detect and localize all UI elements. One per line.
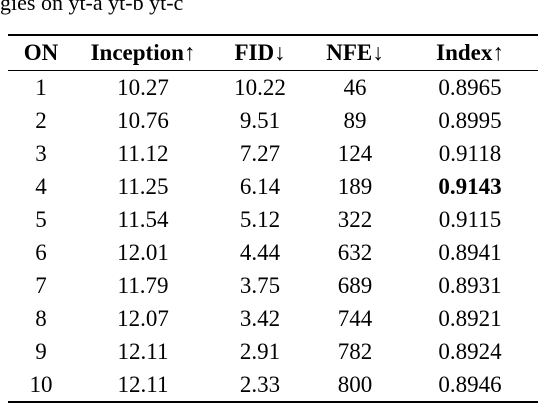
cell-inception: 12.11 <box>117 371 169 397</box>
cell-fid: 2.33 <box>239 371 281 397</box>
cell-index: 0.8965 <box>438 74 502 100</box>
table-row: 9 12.11 2.91 782 0.8924 <box>8 335 538 368</box>
cell-fid: 4.44 <box>239 239 281 265</box>
cell-nfe: 124 <box>337 140 373 166</box>
cell-nfe: 689 <box>337 272 373 298</box>
cell-fid: 5.12 <box>239 206 281 232</box>
cell-on: 7 <box>35 272 47 298</box>
cell-inception: 11.54 <box>117 206 169 232</box>
cell-inception: 11.79 <box>117 272 169 298</box>
header-fid: FID↓ <box>234 40 286 65</box>
table-row: 10 12.11 2.33 800 0.8946 <box>8 368 538 402</box>
cell-fid: 2.91 <box>239 338 281 364</box>
cell-index: 0.9115 <box>438 206 502 232</box>
results-table: ON Inception↑ FID↓ NFE↓ Index↑ 1 10.27 1… <box>8 34 538 403</box>
caption-fragment: gies on yt-a yt-b yt-c <box>0 0 184 15</box>
table-body: 1 10.27 10.22 46 0.8965 2 10.76 9.51 89 … <box>8 71 538 402</box>
cell-index: 0.8995 <box>438 107 502 133</box>
table-row: 5 11.54 5.12 322 0.9115 <box>8 203 538 236</box>
cell-on: 5 <box>35 206 47 232</box>
cell-fid: 7.27 <box>239 140 281 166</box>
cell-inception: 12.11 <box>117 338 169 364</box>
cell-fid: 9.51 <box>239 107 281 133</box>
header-index: Index↑ <box>436 40 504 65</box>
cell-inception: 12.07 <box>117 305 169 331</box>
table-row: 2 10.76 9.51 89 0.8995 <box>8 104 538 137</box>
cell-nfe: 782 <box>337 338 373 364</box>
cell-index-best: 0.9143 <box>438 173 502 199</box>
cell-inception: 10.27 <box>117 74 169 100</box>
cell-fid: 10.22 <box>234 74 286 100</box>
cell-on: 3 <box>35 140 47 166</box>
header-nfe: NFE↓ <box>326 40 384 65</box>
table-header-row: ON Inception↑ FID↓ NFE↓ Index↑ <box>8 35 538 71</box>
cell-nfe: 189 <box>337 173 373 199</box>
cell-fid: 3.42 <box>239 305 281 331</box>
cell-nfe: 800 <box>337 371 373 397</box>
cell-index: 0.8924 <box>438 338 502 364</box>
cell-index: 0.8921 <box>438 305 502 331</box>
cell-on: 2 <box>35 107 47 133</box>
table-row: 6 12.01 4.44 632 0.8941 <box>8 236 538 269</box>
cell-on: 8 <box>35 305 47 331</box>
table-row: 7 11.79 3.75 689 0.8931 <box>8 269 538 302</box>
cell-inception: 12.01 <box>117 239 169 265</box>
header-on: ON <box>23 40 59 65</box>
cell-inception: 11.12 <box>117 140 169 166</box>
cell-on: 10 <box>29 371 53 397</box>
header-inception: Inception↑ <box>90 40 196 65</box>
cell-index: 0.8946 <box>438 371 502 397</box>
table-row: 1 10.27 10.22 46 0.8965 <box>8 71 538 105</box>
cell-index: 0.9118 <box>438 140 502 166</box>
table-row: 8 12.07 3.42 744 0.8921 <box>8 302 538 335</box>
cell-inception: 11.25 <box>117 173 169 199</box>
cell-on: 4 <box>35 173 47 199</box>
table-row: 3 11.12 7.27 124 0.9118 <box>8 137 538 170</box>
cell-nfe: 322 <box>337 206 373 232</box>
cell-nfe: 46 <box>343 74 367 100</box>
cell-fid: 6.14 <box>239 173 281 199</box>
cell-on: 1 <box>35 74 47 100</box>
table-row: 4 11.25 6.14 189 0.9143 <box>8 170 538 203</box>
cell-inception: 10.76 <box>117 107 169 133</box>
cell-on: 9 <box>35 338 47 364</box>
cell-index: 0.8941 <box>438 239 502 265</box>
cell-fid: 3.75 <box>239 272 281 298</box>
cell-nfe: 744 <box>337 305 373 331</box>
cell-on: 6 <box>35 239 47 265</box>
cell-nfe: 89 <box>343 107 367 133</box>
cell-index: 0.8931 <box>438 272 502 298</box>
cell-nfe: 632 <box>337 239 373 265</box>
